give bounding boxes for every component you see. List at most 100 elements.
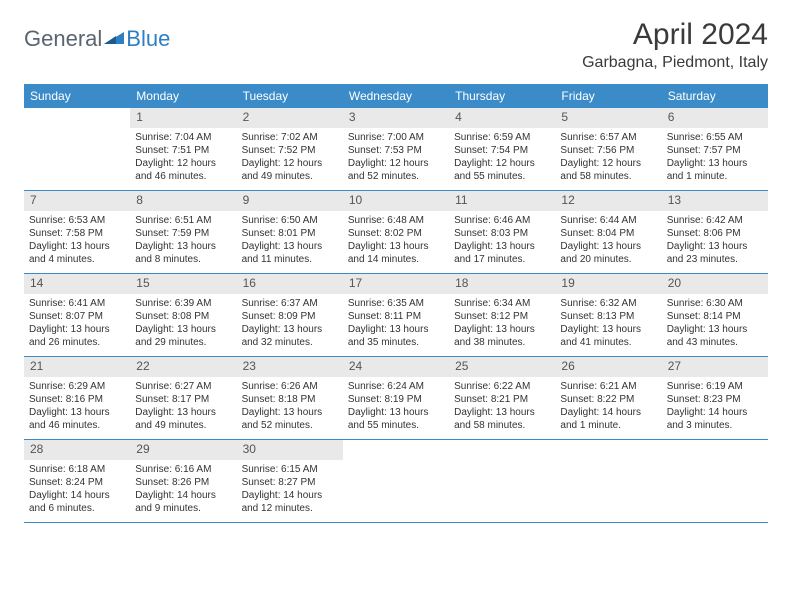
daylight-line1: Daylight: 13 hours [454,323,550,336]
day-body: Sunrise: 6:51 AMSunset: 7:59 PMDaylight:… [130,211,236,272]
day-cell: 19Sunrise: 6:32 AMSunset: 8:13 PMDayligh… [555,274,661,356]
daylight-line1: Daylight: 13 hours [667,323,763,336]
daylight-line1: Daylight: 13 hours [242,323,338,336]
day-cell: 20Sunrise: 6:30 AMSunset: 8:14 PMDayligh… [662,274,768,356]
dow-friday: Friday [555,84,661,108]
logo-triangle-icon [104,30,124,48]
daylight-line2: and 55 minutes. [454,170,550,183]
daylight-line2: and 52 minutes. [348,170,444,183]
day-cell [662,440,768,522]
day-number: 6 [662,108,768,128]
day-cell: 8Sunrise: 6:51 AMSunset: 7:59 PMDaylight… [130,191,236,273]
daylight-line1: Daylight: 13 hours [560,323,656,336]
daylight-line1: Daylight: 12 hours [348,157,444,170]
day-number: 29 [130,440,236,460]
day-number: 1 [130,108,236,128]
sunset-text: Sunset: 8:19 PM [348,393,444,406]
daylight-line2: and 1 minute. [667,170,763,183]
day-cell: 3Sunrise: 7:00 AMSunset: 7:53 PMDaylight… [343,108,449,190]
sunrise-text: Sunrise: 6:34 AM [454,297,550,310]
day-body: Sunrise: 6:21 AMSunset: 8:22 PMDaylight:… [555,377,661,438]
dow-sunday: Sunday [24,84,130,108]
day-body: Sunrise: 6:53 AMSunset: 7:58 PMDaylight:… [24,211,130,272]
sunrise-text: Sunrise: 6:35 AM [348,297,444,310]
day-body: Sunrise: 6:46 AMSunset: 8:03 PMDaylight:… [449,211,555,272]
sunrise-text: Sunrise: 6:30 AM [667,297,763,310]
day-body: Sunrise: 6:29 AMSunset: 8:16 PMDaylight:… [24,377,130,438]
sunset-text: Sunset: 8:12 PM [454,310,550,323]
sunset-text: Sunset: 8:17 PM [135,393,231,406]
day-body: Sunrise: 7:00 AMSunset: 7:53 PMDaylight:… [343,128,449,189]
daylight-line1: Daylight: 14 hours [242,489,338,502]
day-body: Sunrise: 6:16 AMSunset: 8:26 PMDaylight:… [130,460,236,521]
sunset-text: Sunset: 8:23 PM [667,393,763,406]
daylight-line2: and 43 minutes. [667,336,763,349]
week-row: 21Sunrise: 6:29 AMSunset: 8:16 PMDayligh… [24,357,768,440]
day-cell: 9Sunrise: 6:50 AMSunset: 8:01 PMDaylight… [237,191,343,273]
daylight-line1: Daylight: 13 hours [135,323,231,336]
sunset-text: Sunset: 8:24 PM [29,476,125,489]
day-number: 8 [130,191,236,211]
day-cell: 23Sunrise: 6:26 AMSunset: 8:18 PMDayligh… [237,357,343,439]
daylight-line2: and 9 minutes. [135,502,231,515]
day-number: 23 [237,357,343,377]
day-cell: 22Sunrise: 6:27 AMSunset: 8:17 PMDayligh… [130,357,236,439]
day-body: Sunrise: 6:42 AMSunset: 8:06 PMDaylight:… [662,211,768,272]
daylight-line1: Daylight: 14 hours [560,406,656,419]
sunrise-text: Sunrise: 6:32 AM [560,297,656,310]
day-number: 9 [237,191,343,211]
day-body: Sunrise: 6:39 AMSunset: 8:08 PMDaylight:… [130,294,236,355]
daylight-line1: Daylight: 13 hours [29,323,125,336]
daylight-line2: and 8 minutes. [135,253,231,266]
sunrise-text: Sunrise: 6:59 AM [454,131,550,144]
sunrise-text: Sunrise: 6:55 AM [667,131,763,144]
daylight-line1: Daylight: 13 hours [560,240,656,253]
day-cell: 15Sunrise: 6:39 AMSunset: 8:08 PMDayligh… [130,274,236,356]
day-number: 5 [555,108,661,128]
daylight-line2: and 1 minute. [560,419,656,432]
day-cell: 14Sunrise: 6:41 AMSunset: 8:07 PMDayligh… [24,274,130,356]
sunrise-text: Sunrise: 6:27 AM [135,380,231,393]
day-cell: 24Sunrise: 6:24 AMSunset: 8:19 PMDayligh… [343,357,449,439]
day-body: Sunrise: 6:22 AMSunset: 8:21 PMDaylight:… [449,377,555,438]
day-cell: 28Sunrise: 6:18 AMSunset: 8:24 PMDayligh… [24,440,130,522]
sunset-text: Sunset: 7:53 PM [348,144,444,157]
day-number: 30 [237,440,343,460]
daylight-line1: Daylight: 13 hours [135,240,231,253]
sunrise-text: Sunrise: 6:24 AM [348,380,444,393]
daylight-line2: and 58 minutes. [560,170,656,183]
sunset-text: Sunset: 8:08 PM [135,310,231,323]
sunset-text: Sunset: 7:58 PM [29,227,125,240]
location: Garbagna, Piedmont, Italy [582,54,768,72]
day-number: 19 [555,274,661,294]
day-cell: 4Sunrise: 6:59 AMSunset: 7:54 PMDaylight… [449,108,555,190]
day-body: Sunrise: 6:59 AMSunset: 7:54 PMDaylight:… [449,128,555,189]
day-cell: 30Sunrise: 6:15 AMSunset: 8:27 PMDayligh… [237,440,343,522]
sunset-text: Sunset: 7:57 PM [667,144,763,157]
day-body: Sunrise: 6:41 AMSunset: 8:07 PMDaylight:… [24,294,130,355]
sunrise-text: Sunrise: 6:42 AM [667,214,763,227]
day-cell: 29Sunrise: 6:16 AMSunset: 8:26 PMDayligh… [130,440,236,522]
sunset-text: Sunset: 7:51 PM [135,144,231,157]
sunset-text: Sunset: 8:09 PM [242,310,338,323]
week-row: 7Sunrise: 6:53 AMSunset: 7:58 PMDaylight… [24,191,768,274]
daylight-line2: and 6 minutes. [29,502,125,515]
day-number: 26 [555,357,661,377]
week-row: 28Sunrise: 6:18 AMSunset: 8:24 PMDayligh… [24,440,768,523]
sunset-text: Sunset: 7:54 PM [454,144,550,157]
daylight-line2: and 17 minutes. [454,253,550,266]
day-cell [555,440,661,522]
day-number: 17 [343,274,449,294]
day-body: Sunrise: 6:19 AMSunset: 8:23 PMDaylight:… [662,377,768,438]
sunset-text: Sunset: 8:03 PM [454,227,550,240]
sunrise-text: Sunrise: 6:21 AM [560,380,656,393]
day-number: 13 [662,191,768,211]
week-row: 14Sunrise: 6:41 AMSunset: 8:07 PMDayligh… [24,274,768,357]
daylight-line1: Daylight: 13 hours [135,406,231,419]
day-cell: 6Sunrise: 6:55 AMSunset: 7:57 PMDaylight… [662,108,768,190]
daylight-line2: and 32 minutes. [242,336,338,349]
daylight-line2: and 46 minutes. [29,419,125,432]
sunrise-text: Sunrise: 6:37 AM [242,297,338,310]
sunset-text: Sunset: 8:01 PM [242,227,338,240]
day-body: Sunrise: 6:37 AMSunset: 8:09 PMDaylight:… [237,294,343,355]
